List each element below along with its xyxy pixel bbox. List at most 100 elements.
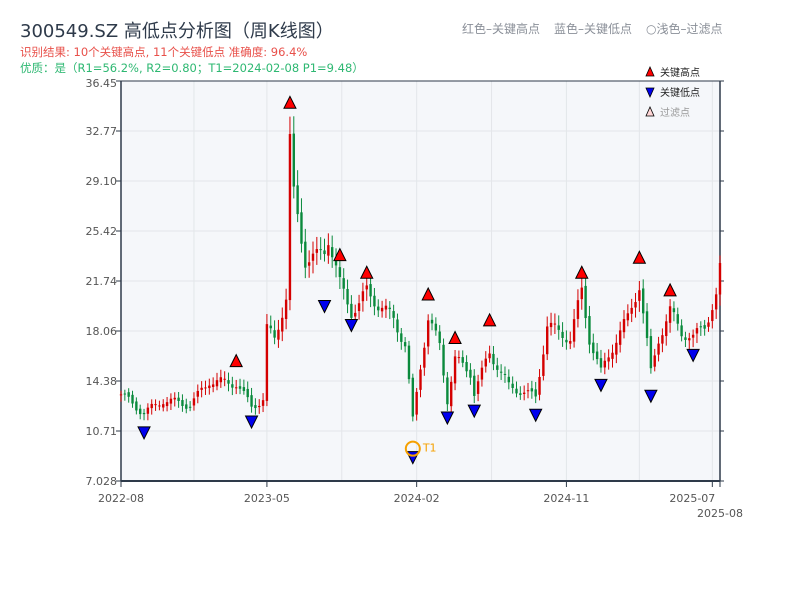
candle-body [342, 278, 345, 289]
key-high-marker [333, 247, 347, 262]
candle-body [211, 384, 215, 387]
candle-body [261, 400, 265, 406]
key-high-marker [448, 330, 462, 345]
candle-body [265, 324, 269, 401]
candle-body [273, 330, 276, 338]
candle-body [473, 375, 476, 396]
x-tick-label: 2025-08 [697, 507, 743, 520]
candle-body [492, 353, 495, 365]
candle-body [208, 385, 211, 389]
key-low-marker [344, 319, 359, 333]
candle-body [403, 342, 407, 347]
candle-body [407, 345, 411, 380]
candle-body [688, 338, 691, 341]
hint-red: 红色–关键高点 [462, 22, 541, 36]
candle-body [373, 295, 376, 307]
candle-body [388, 307, 391, 310]
legend-marker [645, 87, 655, 98]
candle-body [227, 380, 230, 384]
candle-body [461, 357, 464, 363]
candle-body [638, 290, 641, 301]
candle-body [457, 357, 461, 359]
t1-label: T1 [422, 442, 437, 455]
key-high-marker [632, 250, 647, 264]
candle-body [185, 404, 188, 409]
candle-body [392, 311, 395, 318]
t1-marker [404, 440, 421, 457]
x-tick-label: 2023-05 [244, 492, 290, 505]
candle-body [146, 407, 150, 414]
candle-body [592, 342, 595, 354]
candle-body [423, 347, 426, 368]
candle-body [307, 262, 311, 266]
candle-body [284, 299, 288, 320]
candle-body [377, 306, 380, 311]
hint-light: ○浅色–过滤点 [646, 22, 723, 36]
candle-body [634, 302, 637, 308]
key-high-marker [359, 265, 374, 279]
candle-body [304, 241, 307, 268]
candle-body [173, 397, 176, 400]
candle-body [219, 377, 223, 383]
legend-label: 过滤点 [660, 106, 690, 119]
candle-body [442, 344, 445, 376]
key-low-marker [317, 299, 332, 314]
y-tick-label: 25.42 [86, 225, 118, 238]
candle-body [384, 305, 388, 310]
candle-body [269, 325, 272, 329]
candle-body [319, 249, 322, 251]
key-high-marker [482, 312, 497, 327]
candle-body [181, 400, 184, 406]
candle-body [446, 377, 449, 405]
candle-body [588, 316, 591, 345]
candle-body [714, 294, 718, 310]
key-low-marker [137, 426, 151, 441]
key-high-marker [421, 286, 435, 301]
candle-body [576, 300, 580, 319]
candle-body [630, 307, 633, 314]
candle-body [599, 358, 603, 368]
candle-body [484, 358, 487, 367]
candle-body [254, 405, 257, 409]
candle-body [676, 314, 679, 324]
candle-body [668, 306, 672, 323]
candle-body [158, 405, 161, 407]
legend-marker [645, 106, 655, 117]
candle-body [507, 376, 511, 383]
candle-body [503, 373, 507, 375]
key-low-marker [528, 408, 543, 423]
candle-body [530, 388, 534, 392]
candle-body [365, 285, 368, 290]
candle-body [450, 381, 453, 407]
candle-body [622, 319, 626, 333]
y-tick-label: 32.77 [86, 125, 118, 138]
candle-body [169, 398, 173, 404]
key-low-marker [244, 415, 259, 430]
candle-body [684, 337, 687, 340]
candle-body [649, 336, 653, 369]
candle-body [499, 371, 503, 373]
candle-body [327, 245, 330, 256]
candle-body [645, 311, 649, 339]
legend-label: 关键高点 [660, 66, 700, 79]
candle-body [338, 267, 342, 278]
candle-body [526, 390, 530, 392]
y-tick-label: 14.38 [86, 375, 118, 388]
candle-body [572, 319, 576, 342]
candle-body [296, 185, 299, 215]
candle-body [653, 355, 656, 367]
candle-body [665, 321, 668, 337]
candle-body [657, 343, 660, 355]
candle-body [511, 383, 514, 388]
candle-body [315, 249, 319, 253]
candle-body [281, 317, 284, 332]
key-high-marker [663, 282, 677, 297]
candle-body [204, 387, 207, 389]
candle-body [438, 331, 441, 344]
candle-body [607, 357, 610, 362]
candle-body [154, 404, 157, 406]
candle-body [246, 388, 249, 398]
candle-body [691, 334, 695, 338]
candle-body [642, 288, 645, 314]
candle-body [162, 404, 165, 408]
